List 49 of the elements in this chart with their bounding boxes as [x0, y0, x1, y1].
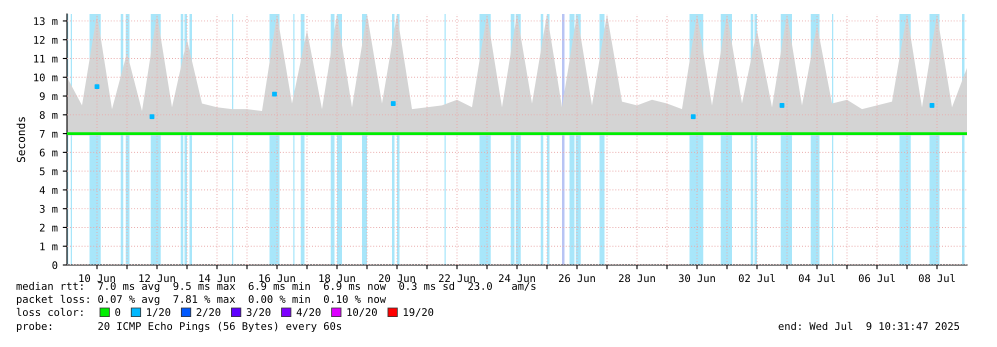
legend-label: 3/20	[246, 308, 270, 317]
y-tick-label: 0	[52, 261, 58, 270]
x-tick-label: 14 Jun	[199, 274, 235, 282]
point	[390, 101, 396, 106]
x-tick-label: 24 Jun	[498, 274, 535, 282]
y-tick-label: 3 m	[40, 204, 58, 213]
legend-label: 1/20	[147, 308, 170, 317]
y-tick-label: 6 m	[40, 148, 58, 156]
text: packet loss: 0.07 % avg 7.81 % max 0.00 % min 0.10 % now	[16, 294, 386, 306]
legend-label: 19/20	[404, 308, 434, 317]
y-tick-label: 7 m	[40, 130, 58, 138]
text: loss color:	[16, 308, 82, 316]
legend-label: 10/20	[347, 308, 377, 317]
x-tick-label: 12 Jun	[139, 274, 175, 282]
y-tick-label: 8 m	[40, 111, 58, 119]
point	[930, 103, 934, 108]
text: end: Wed Jul 9 10:31:47 2025	[778, 322, 960, 330]
legend-label: 4/20	[296, 308, 321, 317]
y-tick-label: 9 m	[40, 92, 58, 100]
x-tick-label: 10 Jun	[79, 274, 115, 282]
y-tick-label: 4 m	[40, 186, 58, 194]
text: median rtt: 7.0 ms avg 9.5 ms max 6.9 ms min 6.9 ms now 0.3 ms sd 23.0 am/s	[16, 282, 536, 292]
legend-label: 2/20	[196, 308, 220, 317]
y-tick-label: 2 m	[40, 224, 58, 232]
legend-label: 0	[115, 308, 120, 316]
point	[690, 114, 696, 120]
point	[780, 103, 784, 108]
y-tick-label: 5 m	[40, 168, 58, 176]
x-tick-label: 22 Jun	[438, 274, 475, 282]
x-tick-label: 30 Jun	[678, 274, 715, 282]
text: probe: 20 ICMP Echo Pings (56 Bytes) every 60s	[16, 322, 342, 332]
y-tick-label: 11 m	[34, 54, 58, 62]
x-tick-label: 26 Jun	[558, 274, 595, 282]
x-tick-label: 08 Jul	[918, 274, 955, 282]
point	[150, 114, 154, 120]
x-tick-label: 06 Jul	[858, 274, 895, 282]
x-tick-label: 28 Jun	[618, 274, 655, 282]
x-tick-label: 20 Jun	[378, 274, 415, 282]
y-tick-label: 13 m	[34, 17, 58, 26]
y-axis-title: Seconds	[16, 117, 26, 162]
x-tick-label: 16 Jun	[259, 274, 295, 282]
y-tick-label: 1 m	[40, 242, 58, 250]
y-tick-label: 10 m	[34, 74, 58, 82]
x-tick-label: 04 Jul	[798, 274, 835, 282]
point	[272, 92, 277, 97]
y-tick-label: 12 m	[34, 36, 58, 44]
point	[94, 84, 100, 90]
x-tick-label: 18 Jun	[319, 274, 355, 282]
x-tick-label: 02 Jul	[738, 274, 775, 282]
